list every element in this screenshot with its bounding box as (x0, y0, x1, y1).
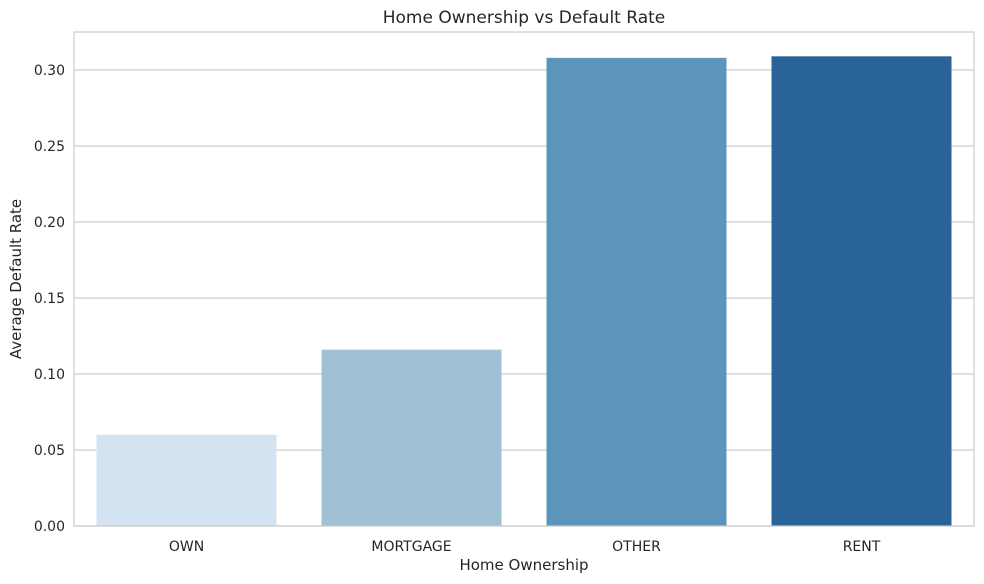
x-tick-label: OTHER (612, 539, 661, 555)
y-tick-label: 0.15 (34, 291, 65, 307)
y-tick-label: 0.05 (34, 443, 65, 459)
bar-own (96, 434, 277, 526)
chart-title: Home Ownership vs Default Rate (383, 8, 665, 28)
x-tick-label: RENT (843, 539, 881, 555)
bar-other (546, 57, 727, 527)
bar-mortgage (321, 349, 502, 526)
y-tick-label: 0.30 (34, 63, 65, 79)
bars (96, 56, 952, 527)
x-tick-label: OWN (169, 539, 204, 555)
y-tick-label: 0.20 (34, 215, 65, 231)
y-tick-label: 0.10 (34, 367, 65, 383)
bar-rent (771, 56, 952, 526)
x-tick-labels: OWN MORTGAGE OTHER RENT (169, 539, 881, 555)
plot-frame (73, 31, 975, 527)
y-axis-label: Average Default Rate (7, 199, 25, 359)
y-tick-labels: 0.00 0.05 0.10 0.15 0.20 0.25 0.30 (34, 63, 65, 535)
x-tick-label: MORTGAGE (371, 539, 451, 555)
y-tick-label: 0.00 (34, 519, 65, 535)
y-tick-label: 0.25 (34, 139, 65, 155)
x-axis-label: Home Ownership (459, 556, 588, 574)
